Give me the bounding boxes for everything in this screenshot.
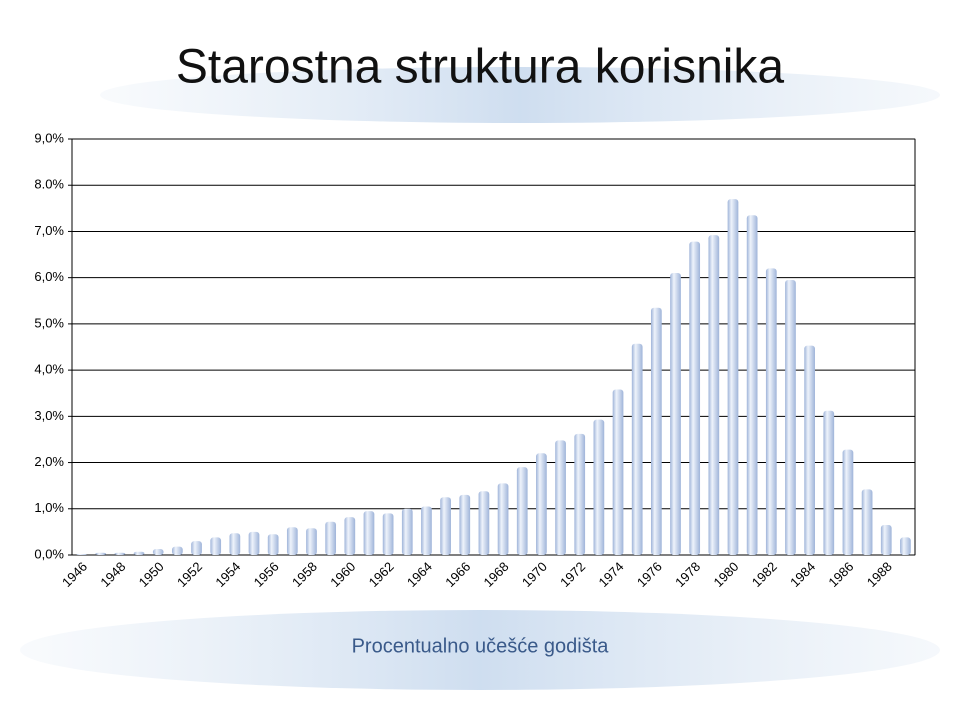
bar [765, 268, 777, 555]
x-tick-label: 1976 [634, 559, 665, 590]
bar [880, 524, 892, 555]
bar [286, 527, 298, 555]
bar [344, 517, 356, 555]
x-tick-label: 1948 [97, 559, 128, 590]
bar [804, 345, 815, 555]
x-tick-label: 1986 [825, 559, 856, 590]
x-axis-label: Procentualno učešće godišta [352, 635, 610, 657]
bar [823, 410, 835, 555]
bar [363, 511, 375, 555]
bar [133, 551, 145, 555]
bar [536, 453, 547, 555]
bar [555, 440, 566, 555]
x-tick-label: 1966 [442, 559, 473, 590]
y-tick-label: 4,0% [34, 362, 64, 377]
bar [900, 537, 911, 555]
y-tick-label: 0,0% [34, 546, 64, 561]
y-tick-label: 1,0% [34, 500, 64, 515]
x-tick-label: 1946 [59, 559, 90, 590]
bar [574, 433, 586, 555]
bar [785, 279, 796, 555]
x-tick-label: 1968 [481, 559, 512, 590]
bar [382, 513, 394, 555]
bar [267, 534, 279, 555]
bar [325, 521, 337, 555]
bar [612, 389, 624, 555]
bar [421, 506, 432, 555]
x-tick-label: 1984 [787, 559, 818, 590]
x-tick-label: 1980 [710, 559, 741, 590]
bar [459, 494, 471, 555]
x-tick-label: 1954 [212, 559, 243, 590]
bar [172, 546, 183, 555]
x-tick-label: 1970 [519, 559, 550, 590]
x-tick-label: 1956 [251, 559, 282, 590]
bar [516, 467, 528, 555]
bar [842, 449, 854, 555]
y-tick-label: 6,0% [34, 269, 64, 284]
bar [76, 554, 87, 555]
bar [497, 483, 509, 555]
x-tick-label: 1982 [749, 559, 780, 590]
x-tick-label: 1978 [672, 559, 703, 590]
x-tick-label: 1974 [596, 559, 627, 590]
x-tick-label: 1964 [404, 559, 435, 590]
bar [229, 533, 241, 555]
bar [727, 199, 739, 556]
decor-swoosh [20, 610, 940, 690]
bar [650, 307, 662, 555]
bar [152, 548, 164, 555]
bar [861, 489, 873, 555]
bar [746, 215, 758, 555]
bar [689, 241, 701, 555]
x-tick-label: 1960 [327, 559, 358, 590]
decor-swoosh [100, 67, 940, 123]
x-tick-label: 1952 [174, 559, 205, 590]
bar [401, 508, 413, 555]
bar [631, 343, 643, 555]
bar [593, 419, 605, 555]
x-tick-label: 1962 [366, 559, 397, 590]
y-tick-label: 9,0% [34, 130, 64, 145]
bar [248, 531, 260, 555]
x-tick-label: 1988 [864, 559, 895, 590]
y-tick-label: 7,0% [34, 223, 64, 238]
y-tick-label: 3,0% [34, 408, 64, 423]
x-tick-label: 1958 [289, 559, 320, 590]
bar [191, 541, 202, 555]
y-tick-label: 8.0% [34, 177, 64, 192]
bar [670, 273, 681, 555]
x-tick-label: 1950 [136, 559, 167, 590]
bar [708, 235, 720, 556]
bar [306, 528, 317, 555]
x-tick-label: 1972 [557, 559, 588, 590]
bar [478, 491, 490, 555]
bar [95, 552, 107, 555]
bar [440, 497, 451, 555]
slide-title: Starostna struktura korisnika [176, 41, 785, 94]
bar [210, 537, 222, 555]
y-tick-label: 2,0% [34, 454, 64, 469]
bar [114, 552, 126, 555]
y-tick-label: 5,0% [34, 315, 64, 330]
